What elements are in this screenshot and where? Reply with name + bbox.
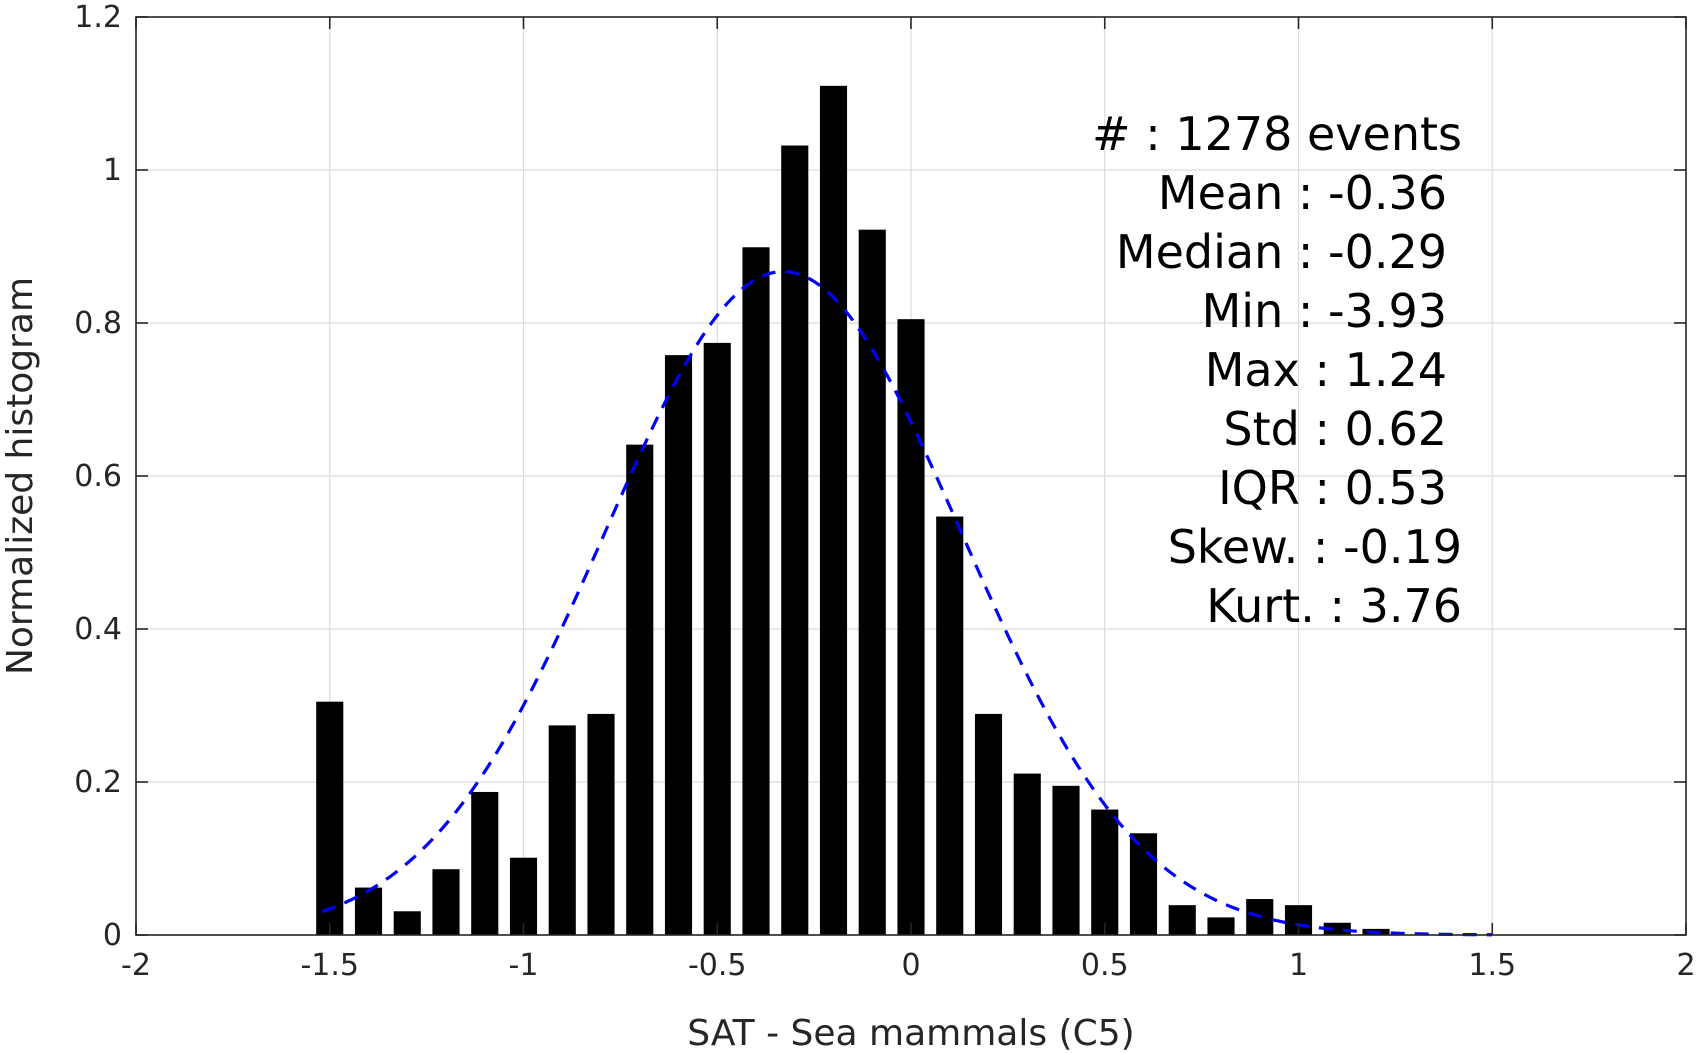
stat-line: Min : -3.93 xyxy=(1202,284,1447,338)
x-tick-label: -1.5 xyxy=(300,948,359,983)
histogram-bar xyxy=(936,516,964,935)
histogram-bar xyxy=(1013,773,1041,935)
y-axis-title: Normalized histogram xyxy=(0,277,41,675)
stat-line: IQR : 0.53 xyxy=(1218,461,1447,515)
x-tick-label: 0 xyxy=(901,948,920,983)
axes xyxy=(135,16,1687,936)
y-tick-label: 1 xyxy=(103,153,122,188)
histogram-bar xyxy=(471,791,499,935)
histogram-bar xyxy=(432,869,460,935)
x-tick-label: -2 xyxy=(121,948,151,983)
histogram-bar xyxy=(1129,833,1158,935)
histogram-bar xyxy=(742,247,770,935)
histogram-bar xyxy=(819,85,848,936)
x-tick-label: 1 xyxy=(1289,948,1308,983)
histogram-bar xyxy=(1207,917,1235,935)
histogram-bar xyxy=(781,145,809,935)
stat-line: Std : 0.62 xyxy=(1223,402,1447,456)
histogram-bar xyxy=(626,444,654,935)
histogram-bar xyxy=(1091,809,1119,935)
y-tick-label: 0.4 xyxy=(74,612,122,647)
histogram-bar xyxy=(897,319,925,935)
x-tick-label: 1.5 xyxy=(1468,948,1516,983)
histogram-bar xyxy=(587,713,615,935)
stat-line: Max : 1.24 xyxy=(1205,343,1447,397)
histogram-bar xyxy=(1168,905,1196,935)
histogram-bars xyxy=(316,85,1390,936)
stat-line: Skew. : -0.19 xyxy=(1168,520,1462,574)
y-tick-label: 0 xyxy=(103,918,122,953)
histogram-bar xyxy=(354,887,383,935)
histogram-bar xyxy=(858,229,886,936)
x-tick-label: 2 xyxy=(1676,948,1695,983)
histogram-bar xyxy=(1052,785,1080,935)
histogram-bar xyxy=(393,911,421,935)
y-tick-label: 0.6 xyxy=(74,459,122,494)
stat-line: Median : -0.29 xyxy=(1116,225,1447,279)
histogram-bar xyxy=(703,342,731,935)
histogram-bar xyxy=(664,355,693,935)
x-tick-label: 0.5 xyxy=(1081,948,1129,983)
histogram-bar xyxy=(509,857,538,935)
x-tick-label: -0.5 xyxy=(688,948,747,983)
normal-fit-curve xyxy=(321,269,1493,937)
stat-line: # : 1278 events xyxy=(1092,107,1462,161)
x-axis-title: SAT - Sea mammals (C5) xyxy=(687,1013,1134,1053)
histogram-bar xyxy=(974,713,1003,935)
y-tick-label: 1.2 xyxy=(74,0,122,35)
stat-line: Mean : -0.36 xyxy=(1158,166,1447,220)
tick-labels: -2 -1.5 -1 -0.5 0 0.5 1 1.5 2 0 0.2 0.4 0.6 0.8 1 1.2 xyxy=(74,0,1695,983)
x-tick-label: -1 xyxy=(509,948,539,983)
stat-line: Kurt. : 3.76 xyxy=(1206,579,1462,633)
histogram-bar xyxy=(548,725,576,935)
histogram-bar xyxy=(316,701,344,935)
y-tick-label: 0.2 xyxy=(74,765,122,800)
histogram-bar xyxy=(1323,922,1351,935)
y-tick-label: 0.8 xyxy=(74,306,122,341)
